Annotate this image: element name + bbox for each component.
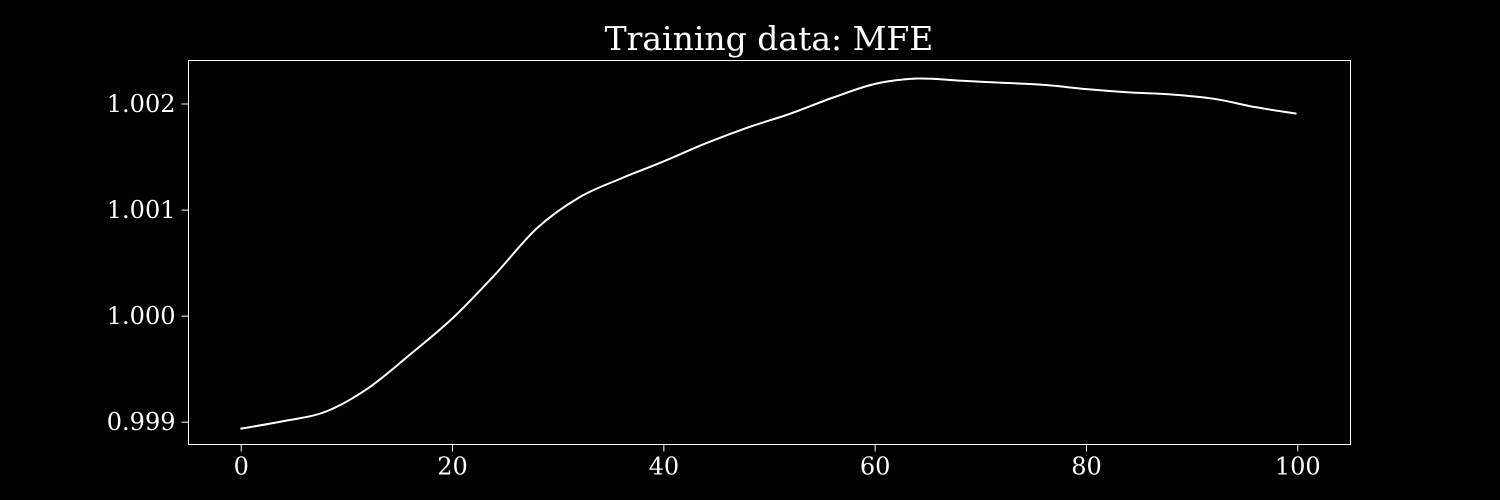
x-tick-label: 0 — [234, 453, 249, 481]
x-axis: 0 20 40 60 80 100 — [234, 444, 1321, 481]
series-line — [240, 77, 1297, 430]
y-tick-label: 1.001 — [107, 196, 176, 224]
plot-frame — [188, 60, 1351, 445]
x-tick-label: 100 — [1275, 453, 1321, 481]
y-tick-label: 1.000 — [107, 302, 176, 330]
x-tick-label: 80 — [1071, 453, 1102, 481]
x-tick-label: 60 — [860, 453, 891, 481]
series-layer — [240, 77, 1297, 430]
y-tick-label: 1.002 — [107, 90, 176, 118]
y-axis: 0.999 1.000 1.001 1.002 — [107, 90, 189, 436]
y-tick-label: 0.999 — [107, 408, 176, 436]
chart-title: Training data: MFE — [605, 19, 934, 58]
x-tick-label: 40 — [649, 453, 680, 481]
x-tick-label: 20 — [437, 453, 468, 481]
